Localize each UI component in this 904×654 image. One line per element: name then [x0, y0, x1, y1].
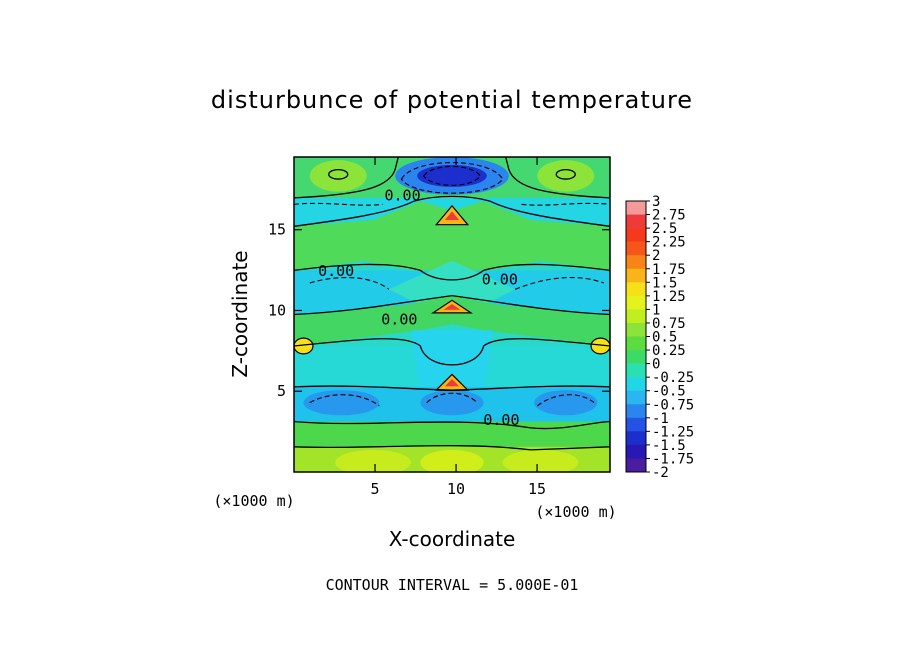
contour-line [294, 195, 610, 227]
field-blue-patch-left [303, 390, 380, 416]
field-central-plume [410, 330, 494, 391]
colorbar-segment [626, 214, 646, 229]
colorbar-segment [626, 282, 646, 297]
contour-line-negative [294, 202, 383, 206]
field-bottom-green [294, 421, 610, 447]
contour-oval [328, 168, 349, 180]
contour-line [294, 385, 610, 391]
colorbar-label: 0.5 [652, 330, 677, 346]
colorbar-label: 2.5 [652, 221, 677, 237]
colorbar-segment [626, 404, 646, 419]
contour-line-negative [426, 392, 478, 404]
colorbar-label: -0.25 [652, 370, 694, 386]
z-tick-label: 15 [268, 221, 286, 239]
x-axis-title: X-coordinate [389, 527, 516, 551]
colorbar-label: 0 [652, 357, 660, 373]
colorbar-label: -0.5 [652, 384, 686, 400]
contour-line [505, 157, 610, 199]
contour-label: 0.00 [483, 411, 519, 429]
contour-label: 0.00 [385, 186, 421, 204]
contour-line-negative [400, 161, 504, 194]
hotspot-middle-core [443, 304, 461, 310]
contour-line-negative [521, 202, 610, 206]
colorbar-segment [626, 377, 646, 391]
field-bottom-yellow-left [335, 449, 411, 472]
colorbar-segment [626, 241, 646, 256]
contour-interval-note: CONTOUR INTERVAL = 5.000E-01 [325, 576, 579, 594]
hotspot-lower-core [444, 379, 460, 387]
colorbar-segment [626, 201, 646, 215]
colorbar-segment [626, 458, 646, 473]
colorbar-segment [626, 322, 646, 337]
field-bottom-yellow-right [502, 449, 579, 472]
z-axis-title: Z-coordinate [228, 250, 252, 377]
colorbar-label: 0.75 [652, 316, 686, 332]
colorbar-label: -1 [652, 411, 669, 427]
colorbar-segment [626, 295, 646, 310]
contour-field [294, 157, 610, 472]
contour-line-negative [514, 276, 604, 290]
colorbar-segment [626, 228, 646, 242]
colorbar-label: -2 [652, 465, 669, 481]
colorbar-label: 2.25 [652, 235, 686, 251]
contour-line [294, 420, 610, 430]
contour-line-negative [422, 166, 482, 186]
contour-line [294, 444, 610, 451]
colorbar-label: 3 [652, 194, 660, 210]
chart-title: disturbunce of potential temperature [210, 86, 694, 114]
colorbar-segment [626, 309, 646, 324]
field-green-mid [294, 295, 610, 346]
colorbar-segment [626, 350, 646, 364]
colorbar-label: -1.5 [652, 438, 686, 454]
field-top-right-warm [537, 160, 595, 192]
colorbar-segment [626, 336, 646, 351]
contour-line-negative [309, 394, 380, 407]
colorbar-label: 2.75 [652, 208, 686, 224]
field-top-left-warm [309, 160, 367, 192]
colorbar-label: -0.75 [652, 397, 694, 413]
field-blue-patch-right [534, 390, 598, 416]
contour-line [294, 338, 610, 366]
colorbar-segment [626, 268, 646, 283]
plot-frame [293, 156, 611, 473]
field-top-cold-core [417, 164, 487, 187]
contour-line [294, 294, 610, 316]
x-tick-label: 15 [528, 480, 546, 498]
contour-label: 0.00 [381, 311, 417, 329]
z-tick-label: 5 [277, 382, 286, 400]
field-center-teal [388, 260, 516, 305]
colorbar-label: -1.75 [652, 451, 694, 467]
colorbar-segment [626, 417, 646, 432]
colorbar-segment [626, 431, 646, 446]
field-bottom-yellow-center [420, 449, 484, 472]
contour-line [294, 263, 610, 281]
colorbar-segment [626, 363, 646, 378]
hotspot-right-edge [590, 337, 610, 355]
colorbar-label: 2 [652, 248, 660, 264]
colorbar-segment [626, 444, 646, 459]
hotspot-left-edge [294, 337, 314, 355]
colorbar-segment [626, 390, 646, 405]
colorbar-segment [626, 255, 646, 270]
z-tick-label: 10 [268, 301, 286, 319]
colorbar-label: 1.25 [652, 289, 686, 305]
contour-line-negative [309, 276, 390, 290]
field-blue-patch-center [420, 390, 484, 416]
contour-oval [555, 168, 576, 180]
field-green-ridge [294, 201, 610, 290]
hotspot-upper-core [444, 211, 460, 220]
x-tick-label: 5 [371, 480, 380, 498]
x-unit-label: (×1000 m) [535, 503, 616, 521]
colorbar-label: -1.25 [652, 424, 694, 440]
colorbar-label: 1 [652, 302, 660, 318]
colorbar-label: 1.5 [652, 275, 677, 291]
colorbar-label: 1.75 [652, 262, 686, 278]
contour-line [294, 157, 399, 199]
x-tick-label: 10 [447, 480, 465, 498]
contour-label: 0.00 [482, 270, 518, 288]
colorbar-label: 0.25 [652, 343, 686, 359]
contour-label: 0.00 [318, 262, 354, 280]
z-unit-label: (×1000 m) [213, 492, 294, 510]
